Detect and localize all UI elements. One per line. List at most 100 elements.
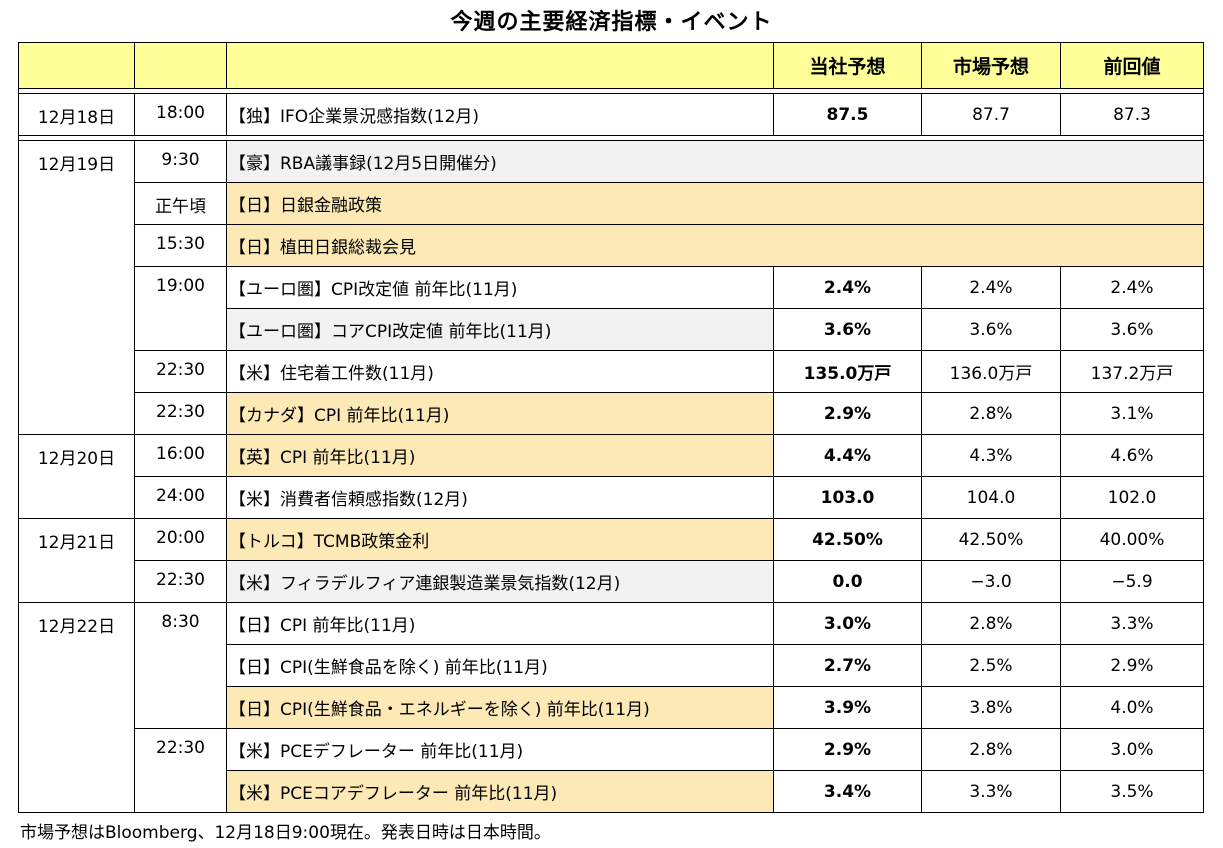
previous-cell: 4.6% <box>1060 434 1204 477</box>
own-forecast-cell: 2.9% <box>773 728 922 771</box>
own-forecast-cell: 3.6% <box>773 308 922 351</box>
own-forecast-cell: 87.5 <box>773 93 922 136</box>
table-row: 19:00 【ユーロ圏】CPI改定値 前年比(11月) 2.4% 2.4% 2.… <box>19 266 1204 351</box>
event-cell: 【トルコ】TCMB政策金利 <box>226 518 774 561</box>
table-row: 【日】CPI(生鮮食品・エネルギーを除く) 前年比(11月) 3.9% 3.8%… <box>19 686 1204 729</box>
table-header-row: 当社予想 市場予想 前回値 <box>18 42 1204 89</box>
time-cell: 正午頃 <box>134 182 227 225</box>
own-forecast-cell: 4.4% <box>773 434 922 477</box>
event-cell: 【ユーロ圏】CPI改定値 前年比(11月) <box>226 266 774 309</box>
time-cell: 22:30 <box>134 728 227 813</box>
previous-cell: 3.3% <box>1060 602 1204 645</box>
market-forecast-cell: 4.3% <box>921 434 1061 477</box>
market-forecast-cell: 104.0 <box>921 476 1061 519</box>
time-cell: 18:00 <box>134 93 227 136</box>
market-forecast-cell: 2.5% <box>921 644 1061 687</box>
event-cell: 【米】PCEコアデフレーター 前年比(11月) <box>226 770 774 813</box>
time-cell: 19:00 <box>134 266 227 351</box>
date-cell: 12月20日 <box>18 434 135 519</box>
own-forecast-cell: 3.9% <box>773 686 922 729</box>
previous-cell: 3.5% <box>1060 770 1204 813</box>
header-forecast-market: 市場予想 <box>921 42 1061 89</box>
market-forecast-cell: 2.8% <box>921 392 1061 435</box>
table-row: 22:30 【カナダ】CPI 前年比(11月) 2.9% 2.8% 3.1% <box>19 392 1204 435</box>
table-row: 22:30 【米】住宅着工件数(11月) 135.0万戸 136.0万戸 137… <box>19 350 1204 393</box>
market-forecast-cell: 2.8% <box>921 728 1061 771</box>
market-forecast-cell: −3.0 <box>921 560 1061 603</box>
previous-cell: 137.2万戸 <box>1060 350 1204 393</box>
header-forecast-own: 当社予想 <box>773 42 922 89</box>
table-row: 12月19日 9:30 【豪】RBA議事録(12月5日開催分) <box>18 140 1204 435</box>
previous-cell: 40.00% <box>1060 518 1204 561</box>
time-cell: 15:30 <box>134 224 227 267</box>
time-cell: 22:30 <box>134 392 227 435</box>
market-forecast-cell: 2.4% <box>921 266 1061 309</box>
previous-cell: 102.0 <box>1060 476 1204 519</box>
indicator-table: 当社予想 市場予想 前回値 12月18日 18:00 【独】IFO企業景況感指数… <box>18 42 1204 813</box>
table-row: 24:00 【米】消費者信頼感指数(12月) 103.0 104.0 102.0 <box>19 476 1204 519</box>
own-forecast-cell: 2.7% <box>773 644 922 687</box>
table-row: 12月22日 8:30 【日】CPI 前年比(11月) 3.0% 2.8% 3.… <box>18 602 1204 813</box>
date-cell: 12月22日 <box>18 602 135 813</box>
time-cell: 22:30 <box>134 560 227 603</box>
own-forecast-cell: 103.0 <box>773 476 922 519</box>
event-cell: 【日】CPI(生鮮食品を除く) 前年比(11月) <box>226 644 774 687</box>
table-row: 12月21日 20:00 【トルコ】TCMB政策金利 42.50% 42.50%… <box>18 518 1204 603</box>
previous-cell: 4.0% <box>1060 686 1204 729</box>
own-forecast-cell: 2.9% <box>773 392 922 435</box>
event-cell: 【米】PCEデフレーター 前年比(11月) <box>226 728 774 771</box>
time-cell: 9:30 <box>134 140 227 183</box>
page-title: 今週の主要経済指標・イベント <box>450 10 773 35</box>
time-cell: 22:30 <box>134 350 227 393</box>
date-cell: 12月19日 <box>18 140 135 435</box>
previous-cell: 3.6% <box>1060 308 1204 351</box>
table-row: 【ユーロ圏】コアCPI改定値 前年比(11月) 3.6% 3.6% 3.6% <box>19 308 1204 351</box>
market-forecast-cell: 87.7 <box>921 93 1061 136</box>
market-forecast-cell: 42.50% <box>921 518 1061 561</box>
event-cell: 【米】住宅着工件数(11月) <box>226 350 774 393</box>
event-cell: 【日】日銀金融政策 <box>226 182 1204 225</box>
date-cell: 12月21日 <box>18 518 135 603</box>
event-cell: 【米】フィラデルフィア連銀製造業景気指数(12月) <box>226 560 774 603</box>
own-forecast-cell: 135.0万戸 <box>773 350 922 393</box>
event-cell: 【日】CPI 前年比(11月) <box>226 602 774 645</box>
header-date <box>18 42 135 89</box>
header-time <box>134 42 227 89</box>
own-forecast-cell: 3.0% <box>773 602 922 645</box>
own-forecast-cell: 3.4% <box>773 770 922 813</box>
event-cell: 【ユーロ圏】コアCPI改定値 前年比(11月) <box>226 308 774 351</box>
event-cell: 【独】IFO企業景況感指数(12月) <box>226 93 774 136</box>
previous-cell: 2.4% <box>1060 266 1204 309</box>
time-cell: 20:00 <box>134 518 227 561</box>
header-previous: 前回値 <box>1060 42 1204 89</box>
time-cell: 16:00 <box>134 434 227 477</box>
market-forecast-cell: 3.8% <box>921 686 1061 729</box>
market-forecast-cell: 3.6% <box>921 308 1061 351</box>
table-row: 正午頃 【日】日銀金融政策 <box>19 182 1204 225</box>
table-row: 【米】PCEコアデフレーター 前年比(11月) 3.4% 3.3% 3.5% <box>19 770 1204 813</box>
table-row: 12月20日 16:00 【英】CPI 前年比(11月) 4.4% 4.3% 4… <box>18 434 1204 519</box>
event-cell: 【日】CPI(生鮮食品・エネルギーを除く) 前年比(11月) <box>226 686 774 729</box>
header-event <box>226 42 774 89</box>
table-row: 【日】CPI(生鮮食品を除く) 前年比(11月) 2.7% 2.5% 2.9% <box>19 644 1204 687</box>
event-cell: 【日】植田日銀総裁会見 <box>226 224 1204 267</box>
table-row: 15:30 【日】植田日銀総裁会見 <box>19 224 1204 267</box>
event-cell: 【米】消費者信頼感指数(12月) <box>226 476 774 519</box>
market-forecast-cell: 2.8% <box>921 602 1061 645</box>
own-forecast-cell: 0.0 <box>773 560 922 603</box>
table-row: 12月18日 18:00 【独】IFO企業景況感指数(12月) 87.5 87.… <box>18 93 1204 136</box>
previous-cell: 3.1% <box>1060 392 1204 435</box>
market-forecast-cell: 136.0万戸 <box>921 350 1061 393</box>
market-forecast-cell: 3.3% <box>921 770 1061 813</box>
time-cell: 24:00 <box>134 476 227 519</box>
footnote: 市場予想はBloomberg、12月18日9:00現在。発表日時は日本時間。 <box>20 823 551 843</box>
own-forecast-cell: 42.50% <box>773 518 922 561</box>
date-cell: 12月18日 <box>18 93 135 136</box>
previous-cell: 2.9% <box>1060 644 1204 687</box>
previous-cell: 87.3 <box>1060 93 1204 136</box>
own-forecast-cell: 2.4% <box>773 266 922 309</box>
table-row: 22:30 【米】フィラデルフィア連銀製造業景気指数(12月) 0.0 −3.0… <box>19 560 1204 603</box>
previous-cell: −5.9 <box>1060 560 1204 603</box>
time-cell: 8:30 <box>134 602 227 729</box>
event-cell: 【英】CPI 前年比(11月) <box>226 434 774 477</box>
